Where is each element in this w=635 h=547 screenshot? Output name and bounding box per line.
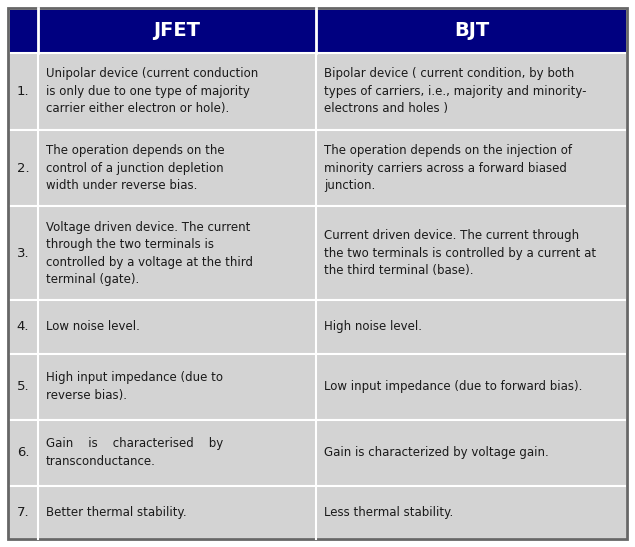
Text: 6.: 6. — [17, 446, 29, 459]
Bar — [8, 53, 627, 130]
Text: Better thermal stability.: Better thermal stability. — [46, 506, 187, 519]
Text: Less thermal stability.: Less thermal stability. — [324, 506, 453, 519]
Text: 1.: 1. — [17, 85, 29, 98]
Bar — [8, 420, 627, 486]
Text: Low input impedance (due to forward bias).: Low input impedance (due to forward bias… — [324, 380, 582, 393]
Bar — [8, 353, 627, 420]
Text: Gain    is    characterised    by
transconductance.: Gain is characterised by transconductanc… — [46, 438, 224, 468]
Text: JFET: JFET — [154, 21, 201, 40]
Text: Gain is characterized by voltage gain.: Gain is characterized by voltage gain. — [324, 446, 549, 459]
Text: BJT: BJT — [454, 21, 489, 40]
Text: Low noise level.: Low noise level. — [46, 321, 140, 334]
Text: Bipolar device ( current condition, by both
types of carriers, i.e., majority an: Bipolar device ( current condition, by b… — [324, 67, 587, 115]
Text: High noise level.: High noise level. — [324, 321, 422, 334]
Text: 4.: 4. — [17, 321, 29, 334]
Text: The operation depends on the
control of a junction depletion
width under reverse: The operation depends on the control of … — [46, 144, 225, 192]
Bar — [8, 8, 627, 53]
Bar — [8, 300, 627, 353]
Text: Voltage driven device. The current
through the two terminals is
controlled by a : Voltage driven device. The current throu… — [46, 220, 253, 286]
Text: The operation depends on the injection of
minority carriers across a forward bia: The operation depends on the injection o… — [324, 144, 572, 192]
Text: 3.: 3. — [17, 247, 29, 260]
Bar — [8, 206, 627, 300]
Bar — [8, 486, 627, 539]
Text: Current driven device. The current through
the two terminals is controlled by a : Current driven device. The current throu… — [324, 229, 596, 277]
Text: 7.: 7. — [17, 506, 29, 519]
Text: High input impedance (due to
reverse bias).: High input impedance (due to reverse bia… — [46, 371, 223, 402]
Text: 5.: 5. — [17, 380, 29, 393]
Bar — [8, 130, 627, 206]
Text: 2.: 2. — [17, 161, 29, 174]
Text: Unipolar device (current conduction
is only due to one type of majority
carrier : Unipolar device (current conduction is o… — [46, 67, 258, 115]
